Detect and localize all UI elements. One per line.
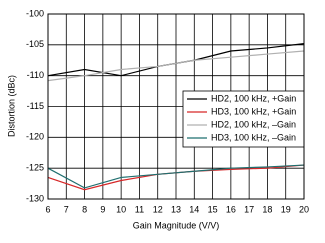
legend-label: HD3, 100 kHz, –Gain <box>211 132 296 142</box>
x-tick-label: 7 <box>64 204 69 214</box>
series-line <box>47 50 305 82</box>
x-tick-label: 8 <box>82 204 87 214</box>
y-tick-label: -120 <box>26 132 44 142</box>
y-tick-label: -100 <box>26 8 44 18</box>
x-tick-label: 11 <box>135 204 144 214</box>
legend-label: HD2, 100 kHz, –Gain <box>211 119 296 129</box>
x-axis-title: Gain Magnitude (V/V) <box>133 220 220 230</box>
x-tick-label: 19 <box>281 204 291 214</box>
legend-label: HD3, 100 kHz, +Gain <box>211 106 296 116</box>
x-tick-label: 16 <box>226 204 236 214</box>
x-tick-label: 13 <box>171 204 181 214</box>
y-tick-label: -125 <box>26 163 44 173</box>
x-tick-label: 17 <box>244 204 254 214</box>
x-tick-label: 10 <box>116 204 126 214</box>
y-tick-label: -115 <box>27 101 44 111</box>
legend-label: HD2, 100 kHz, +Gain <box>211 93 296 103</box>
x-tick-label: 14 <box>189 204 199 214</box>
plot-frame <box>47 13 305 200</box>
y-tick-label: -105 <box>26 39 44 49</box>
series-line <box>47 164 305 189</box>
y-tick-label: -130 <box>26 193 44 203</box>
y-tick-label: -110 <box>27 70 44 80</box>
x-tick-label: 6 <box>45 204 50 214</box>
x-tick-label: 9 <box>100 204 105 214</box>
x-tick-label: 18 <box>262 204 272 214</box>
x-tick-label: 12 <box>153 204 163 214</box>
x-tick-label: 15 <box>208 204 218 214</box>
y-axis-title: Distortion (dBc) <box>6 75 16 137</box>
x-tick-label: 20 <box>299 204 309 214</box>
